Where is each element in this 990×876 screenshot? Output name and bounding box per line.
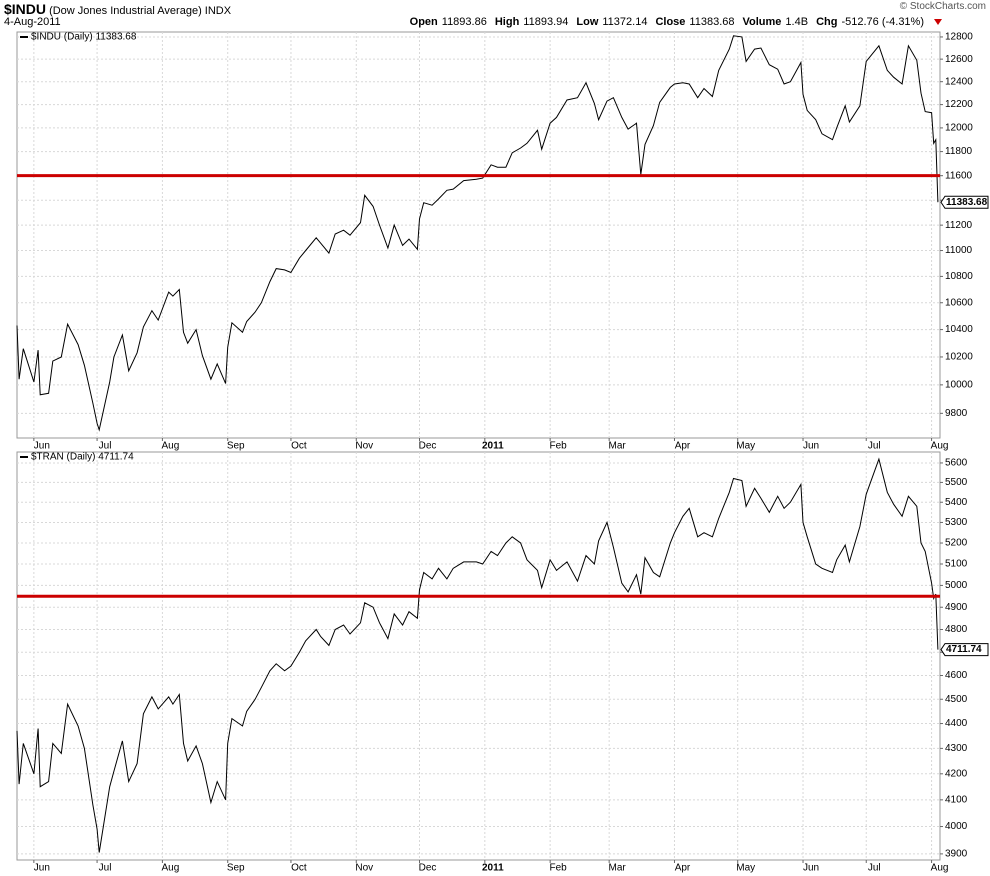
header-line: $INDU (Dow Jones Industrial Average) IND… <box>4 1 986 17</box>
quote-label: Volume <box>742 16 782 28</box>
y-tick-label: 12000 <box>945 123 973 134</box>
quote-label: Chg <box>816 16 838 28</box>
quote-value: 11893.86 <box>441 16 487 28</box>
price-line <box>16 35 939 432</box>
x-tick-label: Apr <box>675 863 691 874</box>
y-tick-label: 4500 <box>945 694 968 705</box>
y-tick-label: 5600 <box>945 458 968 469</box>
plot-frame <box>16 451 941 861</box>
quote-value: 11372.14 <box>602 16 648 28</box>
x-tick-label: Jul <box>868 863 881 874</box>
x-tick-label: Jul <box>99 441 112 452</box>
x-tick-label: Aug <box>931 441 949 452</box>
date: 4-Aug-2011 <box>4 16 61 28</box>
y-tick-label: 9800 <box>945 408 968 419</box>
x-tick-label: May <box>736 863 755 874</box>
close-label: 4711.74 <box>946 644 982 655</box>
quote-value: 11893.94 <box>523 16 569 28</box>
copyright: © StockCharts.com <box>899 1 986 12</box>
x-tick-label: Jun <box>803 441 819 452</box>
plot-frame <box>16 31 941 439</box>
y-tick-label: 10800 <box>945 271 973 282</box>
x-tick-label: May <box>736 441 755 452</box>
symbol: $INDU <box>4 1 47 17</box>
x-tick-label: Jun <box>34 863 50 874</box>
y-tick-label: 4900 <box>945 602 968 613</box>
y-tick-label: 4800 <box>945 624 968 635</box>
quote-label: Low <box>576 16 599 28</box>
x-tick-label: Nov <box>355 863 373 874</box>
x-tick-label: Oct <box>291 441 307 452</box>
x-tick-label: Aug <box>162 441 180 452</box>
y-tick-label: 12800 <box>945 32 973 43</box>
y-tick-label: 11600 <box>945 170 973 181</box>
legend-label: $INDU (Daily) 11383.68 <box>31 32 137 43</box>
quote-label: Close <box>655 16 686 28</box>
y-tick-label: 10000 <box>945 380 973 391</box>
x-tick-label: 2011 <box>482 863 504 874</box>
x-tick-label: Jul <box>868 441 881 452</box>
x-tick-label: Mar <box>609 441 627 452</box>
x-tick-label: Sep <box>227 441 245 452</box>
x-tick-label: Dec <box>419 441 437 452</box>
y-tick-label: 5400 <box>945 497 968 508</box>
x-tick-label: 2011 <box>482 441 504 452</box>
quote-label: High <box>494 16 520 28</box>
x-tick-label: Sep <box>227 863 245 874</box>
y-tick-label: 4200 <box>945 768 968 779</box>
quote-label: Open <box>409 16 438 28</box>
x-tick-label: Jul <box>99 863 112 874</box>
y-tick-label: 5500 <box>945 477 968 488</box>
y-tick-label: 10400 <box>945 324 973 335</box>
x-tick-label: Aug <box>162 863 180 874</box>
close-badge <box>940 643 989 657</box>
y-tick-label: 4300 <box>945 743 968 754</box>
y-tick-label: 12600 <box>945 54 973 65</box>
x-tick-label: Aug <box>931 863 949 874</box>
close-label: 11383.68 <box>946 197 988 208</box>
x-tick-label: Feb <box>550 863 568 874</box>
y-tick-label: 11200 <box>945 220 973 231</box>
x-tick-label: Mar <box>609 863 627 874</box>
y-tick-label: 10200 <box>945 352 973 363</box>
x-tick-label: Apr <box>675 441 691 452</box>
y-tick-label: 4400 <box>945 718 968 729</box>
y-tick-label: 10600 <box>945 297 973 308</box>
y-tick-label: 12200 <box>945 99 973 110</box>
y-tick-label: 12400 <box>945 76 973 87</box>
header-line: 4-Aug-2011 Open 11893.86 High 11893.94 Low 11… <box>4 16 942 30</box>
y-tick-label: 5100 <box>945 559 968 570</box>
legend-label: $TRAN (Daily) 4711.74 <box>31 452 134 463</box>
y-tick-label: 11800 <box>945 146 973 157</box>
y-tick-label: 11000 <box>945 245 973 256</box>
x-tick-label: Jun <box>34 441 50 452</box>
x-tick-label: Nov <box>355 441 373 452</box>
x-tick-label: Feb <box>550 441 568 452</box>
quote: Open 11893.86 High 11893.94 Low 11372.14 Close… <box>410 16 932 28</box>
x-tick-label: Jun <box>803 863 819 874</box>
price-line <box>16 457 939 853</box>
x-tick-label: Dec <box>419 863 437 874</box>
y-tick-label: 4600 <box>945 670 968 681</box>
y-tick-label: 5200 <box>945 538 968 549</box>
x-tick-label: Oct <box>291 863 307 874</box>
quote-value: 11383.68 <box>689 16 735 28</box>
close-badge <box>940 195 989 209</box>
y-tick-label: 4000 <box>945 821 968 832</box>
quote-value: -512.76 (-4.31%) <box>841 16 924 28</box>
description: (Dow Jones Industrial Average) INDX <box>49 5 232 17</box>
quote-value: 1.4B <box>785 16 809 28</box>
down-arrow <box>934 19 942 25</box>
y-tick-label: 4100 <box>945 794 968 805</box>
y-tick-label: 5300 <box>945 517 968 528</box>
y-tick-label: 3900 <box>945 849 968 860</box>
y-tick-label: 5000 <box>945 580 968 591</box>
